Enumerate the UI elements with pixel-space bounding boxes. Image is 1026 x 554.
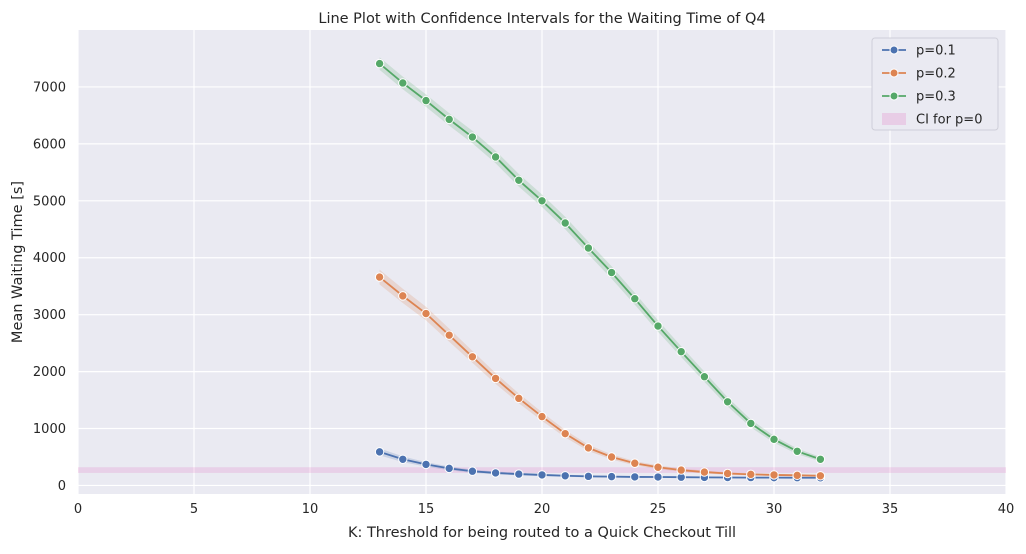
data-point <box>398 78 408 88</box>
data-point <box>815 471 826 481</box>
x-tick-label: 10 <box>302 502 319 517</box>
x-axis: 0 5 10 15 20 25 30 35 40 <box>74 502 1014 517</box>
data-point <box>606 452 617 462</box>
data-point <box>374 58 385 69</box>
data-point <box>699 372 710 382</box>
legend-label: CI for p=0 <box>916 113 982 128</box>
data-point <box>490 152 501 162</box>
data-point <box>444 114 454 125</box>
data-point <box>490 373 501 384</box>
data-point <box>467 132 478 142</box>
data-point <box>722 397 733 407</box>
data-point <box>444 330 454 340</box>
data-point <box>583 443 594 453</box>
data-point <box>398 454 408 464</box>
x-tick-label: 40 <box>998 502 1015 517</box>
x-axis-label: K: Threshold for being routed to a Quick… <box>348 525 736 541</box>
y-tick-label: 3000 <box>33 308 66 323</box>
data-point <box>606 267 617 278</box>
data-point <box>537 411 547 422</box>
data-point <box>583 243 594 253</box>
data-point <box>537 196 547 206</box>
y-tick-label: 4000 <box>33 251 66 266</box>
x-tick-label: 30 <box>766 502 783 517</box>
series-p=0.1 <box>374 447 826 483</box>
data-point <box>560 471 570 481</box>
y-tick-label: 6000 <box>33 137 66 152</box>
data-point <box>769 434 779 445</box>
series-p=0.3 <box>374 57 826 464</box>
data-point <box>630 458 640 468</box>
x-tick-label: 15 <box>418 502 435 517</box>
data-point <box>421 459 431 470</box>
y-tick-label: 2000 <box>33 365 66 380</box>
x-tick-label: 20 <box>534 502 551 517</box>
data-point <box>514 175 524 186</box>
data-point <box>653 321 663 331</box>
legend-marker <box>889 68 899 78</box>
data-point <box>792 470 802 481</box>
data-point <box>374 272 385 282</box>
data-point <box>769 470 779 480</box>
legend-box <box>871 37 999 131</box>
data-point <box>398 291 408 301</box>
data-point <box>792 446 802 457</box>
data-point <box>467 352 478 362</box>
data-point <box>815 454 826 464</box>
data-point <box>560 428 570 439</box>
data-point <box>676 465 686 475</box>
data-point <box>421 95 431 106</box>
data-point <box>374 447 385 457</box>
x-tick-label: 0 <box>74 502 82 517</box>
y-tick-label: 5000 <box>33 194 66 209</box>
data-point <box>653 472 663 482</box>
x-tick-label: 5 <box>190 502 198 517</box>
chart-title: Line Plot with Confidence Intervals for … <box>318 11 765 27</box>
legend: p=0.1 p=0.2 p=0.3 CI for p=0 <box>871 37 999 131</box>
data-point <box>514 393 524 404</box>
data-point <box>560 218 570 228</box>
legend-marker <box>889 45 899 55</box>
data-point <box>722 468 733 479</box>
data-point <box>490 468 501 478</box>
data-point <box>676 346 686 357</box>
data-point <box>653 462 663 472</box>
y-axis-label: Mean Waiting Time [s] <box>10 181 26 343</box>
y-tick-label: 7000 <box>33 80 66 95</box>
data-point <box>746 418 756 429</box>
legend-swatch <box>882 113 906 125</box>
data-point <box>444 463 454 474</box>
data-point <box>514 469 524 479</box>
y-tick-label: 0 <box>58 479 66 494</box>
data-point <box>699 467 710 477</box>
y-axis: 0 1000 2000 3000 4000 5000 6000 7000 <box>33 80 66 494</box>
ci-band-layer <box>78 467 1006 473</box>
data-point <box>630 294 640 304</box>
data-point <box>537 470 547 480</box>
data-point <box>630 472 640 482</box>
x-tick-label: 35 <box>882 502 899 517</box>
legend-label: p=0.1 <box>916 44 956 59</box>
data-point <box>583 471 594 482</box>
ci-band-p0 <box>78 467 1006 473</box>
series-layer <box>374 57 826 483</box>
series-line <box>379 62 821 461</box>
legend-marker <box>889 91 899 101</box>
data-point <box>421 308 431 319</box>
data-point <box>606 471 617 482</box>
x-tick-label: 25 <box>650 502 667 517</box>
series-p=0.2 <box>374 269 826 481</box>
legend-label: p=0.2 <box>916 67 956 82</box>
data-point <box>467 466 478 476</box>
data-point <box>746 469 756 480</box>
y-tick-label: 1000 <box>33 422 66 437</box>
legend-label: p=0.3 <box>916 90 956 105</box>
